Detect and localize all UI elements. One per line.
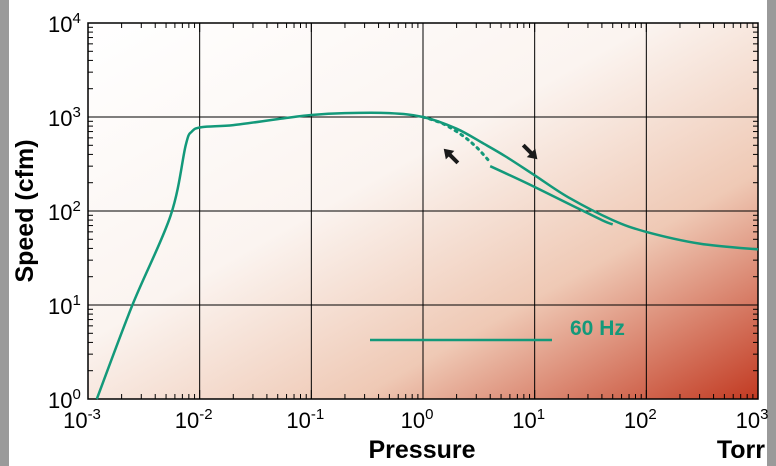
arrow-head-icon bbox=[443, 148, 455, 160]
right-border-bar bbox=[767, 0, 776, 466]
x-tick-label: 10-1 bbox=[286, 406, 324, 433]
legend-label: 60 Hz bbox=[570, 317, 625, 340]
y-tick-label: 102 bbox=[48, 198, 81, 225]
x-axis-title: Pressure bbox=[368, 436, 475, 464]
x-tick-label: 102 bbox=[624, 406, 657, 433]
x-tick-label: 103 bbox=[736, 406, 769, 433]
series-line-3 bbox=[421, 115, 492, 164]
arrow-shaft bbox=[447, 152, 460, 165]
x-tick-label: 10-2 bbox=[175, 406, 213, 433]
x-tick-label: 100 bbox=[401, 406, 434, 433]
series-line-1 bbox=[95, 111, 759, 400]
y-tick-label: 104 bbox=[48, 10, 81, 37]
arrow-annotation-1 bbox=[443, 148, 460, 165]
arrow-head-icon bbox=[526, 148, 538, 160]
plot-frame bbox=[87, 22, 759, 400]
x-tick-label: 10-3 bbox=[63, 406, 101, 433]
y-axis-title: Speed (cfm) bbox=[11, 139, 39, 282]
y-tick-label: 100 bbox=[48, 386, 81, 413]
series-layer bbox=[95, 111, 759, 400]
annotation-arrows bbox=[443, 143, 538, 165]
x-tick-label: 101 bbox=[512, 406, 545, 433]
y-tick-label: 101 bbox=[48, 292, 81, 319]
y-tick-label: 103 bbox=[48, 104, 81, 131]
gridlines bbox=[88, 23, 758, 399]
y-tick-labels: 100 101 102 103 104 bbox=[48, 10, 81, 413]
arrow-shaft bbox=[521, 143, 534, 156]
x-tick-labels: 10-3 10-2 10-1 100 101 102 103 bbox=[63, 406, 768, 433]
series-line-2 bbox=[489, 165, 614, 226]
left-border-bar bbox=[0, 0, 9, 466]
arrow-annotation-2 bbox=[521, 143, 538, 160]
x-axis-unit: Torr bbox=[717, 436, 765, 464]
